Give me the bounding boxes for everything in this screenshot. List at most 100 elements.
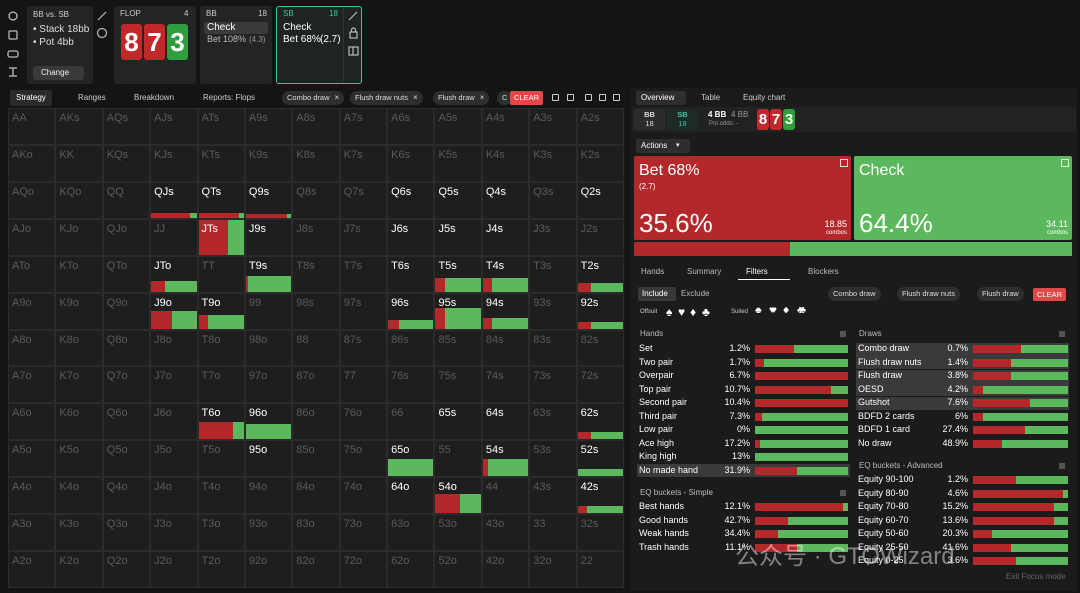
hand-cell[interactable]: T5s <box>434 255 482 293</box>
hand-cell[interactable]: 75s <box>434 366 482 404</box>
hand-cell[interactable]: 73s <box>529 366 577 404</box>
hand-cell[interactable]: A9o <box>8 292 56 330</box>
tab[interactable]: Breakdown <box>134 93 175 102</box>
hand-cell[interactable]: 96o <box>244 403 293 441</box>
hand-cell[interactable]: 93s <box>529 292 577 330</box>
hand-cell[interactable]: A2o <box>8 551 56 588</box>
filter-chip[interactable]: Flush draw nuts × <box>350 91 423 105</box>
hand-cell[interactable]: 72s <box>576 366 624 404</box>
hand-cell[interactable]: J3o <box>150 514 198 552</box>
hand-cell[interactable]: 65o <box>387 440 435 478</box>
hand-cell[interactable]: 87s <box>339 329 388 367</box>
hand-cell[interactable]: Q2s <box>576 181 624 219</box>
hand-cell[interactable]: 44 <box>481 477 530 515</box>
hand-cell[interactable]: K3s <box>529 144 577 182</box>
hand-cell[interactable]: K3o <box>55 514 103 552</box>
hand-cell[interactable]: K2o <box>55 551 103 588</box>
hand-cell[interactable]: J8s <box>292 218 340 256</box>
hand-cell[interactable]: 53s <box>529 440 577 478</box>
change-button[interactable]: Change <box>33 66 84 80</box>
hand-cell[interactable]: K9s <box>244 144 293 182</box>
hand-cell[interactable]: J5o <box>150 440 198 478</box>
exit-focus[interactable]: Exit Focus mode <box>1006 572 1066 581</box>
hand-cell[interactable]: 76s <box>387 366 435 404</box>
hand-cell[interactable]: 42o <box>481 551 530 588</box>
hand-cell[interactable]: 82o <box>292 551 340 588</box>
hand-cell[interactable]: AA <box>8 108 56 145</box>
include-toggle[interactable]: Include <box>638 287 676 301</box>
hand-cell[interactable]: 83s <box>529 329 577 367</box>
filter-chip[interactable]: Flush draw nuts <box>897 287 960 301</box>
hand-cell[interactable]: 97s <box>339 292 388 330</box>
hand-cell[interactable]: 96s <box>387 292 435 330</box>
hand-cell[interactable]: J2o <box>150 551 198 588</box>
hand-cell[interactable]: A7o <box>8 366 56 404</box>
filter-chip[interactable]: C <box>497 91 513 105</box>
hand-cell[interactable]: 76o <box>339 403 388 441</box>
hand-cell[interactable]: AKo <box>8 144 56 182</box>
hand-cell[interactable]: K2s <box>576 144 624 182</box>
hand-cell[interactable]: A5o <box>8 440 56 478</box>
hand-cell[interactable]: KTs <box>197 144 245 182</box>
hand-cell[interactable]: A6s <box>387 108 435 145</box>
hand-cell[interactable]: T4s <box>481 255 530 293</box>
hand-cell[interactable]: A5s <box>434 108 482 145</box>
hand-cell[interactable]: 95o <box>244 440 293 478</box>
hand-cell[interactable]: JJ <box>150 218 198 256</box>
hand-cell[interactable]: 62s <box>576 403 624 441</box>
hand-cell[interactable]: 66 <box>387 403 435 441</box>
hand-cell[interactable]: Q4o <box>102 477 151 515</box>
exclude-toggle[interactable]: Exclude <box>681 289 710 298</box>
hand-cell[interactable]: A2s <box>576 108 624 145</box>
hand-cell[interactable]: 94s <box>481 292 530 330</box>
hand-cell[interactable]: A6o <box>8 403 56 441</box>
hand-cell[interactable]: Q5s <box>434 181 482 219</box>
hand-cell[interactable]: 84o <box>292 477 340 515</box>
hand-cell[interactable]: J8o <box>150 329 198 367</box>
action-box[interactable]: Check 64.4% 34.11 combos <box>854 156 1072 240</box>
filter-chip[interactable]: Combo draw <box>828 287 881 301</box>
hand-cell[interactable]: 55 <box>434 440 482 478</box>
hand-cell[interactable]: A3s <box>529 108 577 145</box>
sub-tab[interactable]: Hands <box>641 267 665 276</box>
hand-cell[interactable]: 77 <box>339 366 388 404</box>
hand-cell[interactable]: KTo <box>55 255 103 293</box>
hand-cell[interactable]: Q5o <box>102 440 151 478</box>
hand-cell[interactable]: Q9o <box>102 292 151 330</box>
hand-cell[interactable]: KQo <box>55 181 103 219</box>
hand-cell[interactable]: 92o <box>244 551 293 588</box>
hand-cell[interactable]: QJo <box>102 218 151 256</box>
hand-cell[interactable]: K4s <box>481 144 530 182</box>
hand-cell[interactable]: K9o <box>55 292 103 330</box>
hand-cell[interactable]: 62o <box>387 551 435 588</box>
hand-cell[interactable]: Q3s <box>529 181 577 219</box>
hand-cell[interactable]: Q7o <box>102 366 151 404</box>
hand-cell[interactable]: K6s <box>387 144 435 182</box>
hand-cell[interactable]: 98s <box>292 292 340 330</box>
hand-cell[interactable]: Q6s <box>387 181 435 219</box>
hand-cell[interactable]: Q6o <box>102 403 151 441</box>
hand-cell[interactable]: 64s <box>481 403 530 441</box>
hand-cell[interactable]: 84s <box>481 329 530 367</box>
hand-cell[interactable]: 72o <box>339 551 388 588</box>
hand-cell[interactable]: QJs <box>150 181 198 219</box>
hand-cell[interactable]: K7s <box>339 144 388 182</box>
hand-cell[interactable]: KQs <box>102 144 151 182</box>
hand-cell[interactable]: QTs <box>197 181 245 219</box>
hand-cell[interactable]: A4s <box>481 108 530 145</box>
hand-cell[interactable]: K5o <box>55 440 103 478</box>
hand-cell[interactable]: J7s <box>339 218 388 256</box>
hand-cell[interactable]: 22 <box>576 551 624 588</box>
right-tab[interactable]: Equity chart <box>743 93 786 102</box>
clear-button[interactable]: CLEAR <box>1033 288 1067 301</box>
hand-cell[interactable]: ATo <box>8 255 56 293</box>
hand-cell[interactable]: K8o <box>55 329 103 367</box>
hand-cell[interactable]: 97o <box>244 366 293 404</box>
hand-cell[interactable]: 52s <box>576 440 624 478</box>
hand-cell[interactable]: T6s <box>387 255 435 293</box>
hand-cell[interactable]: T7s <box>339 255 388 293</box>
hand-cell[interactable]: J2s <box>576 218 624 256</box>
hand-cell[interactable]: AQo <box>8 181 56 219</box>
hand-cell[interactable]: 83o <box>292 514 340 552</box>
hand-cell[interactable]: AQs <box>102 108 151 145</box>
